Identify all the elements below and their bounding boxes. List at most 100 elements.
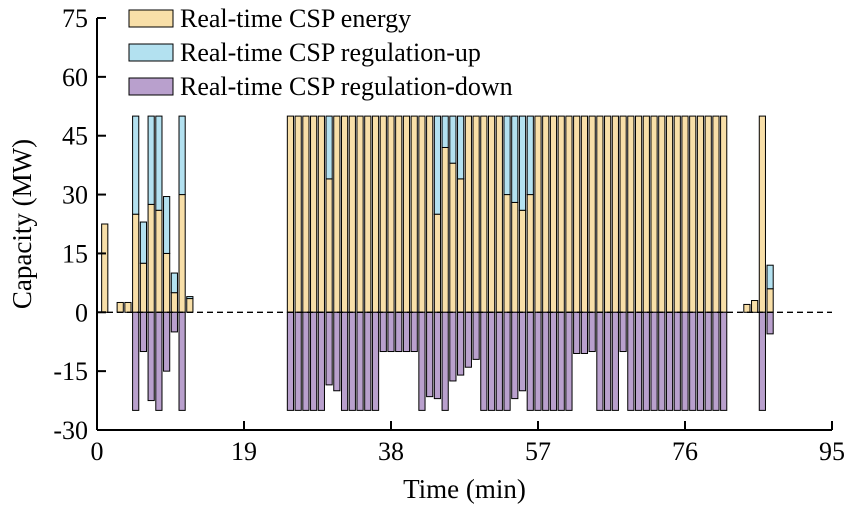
bar-regulation-down-45 bbox=[441, 311, 449, 411]
bar-energy-80 bbox=[712, 115, 720, 313]
bar-regulation-down-52 bbox=[495, 311, 503, 411]
bar-energy-30 bbox=[325, 178, 333, 313]
bar-regulation-up-46 bbox=[449, 115, 457, 164]
bar-energy-40 bbox=[402, 115, 411, 313]
bar-energy-75 bbox=[673, 115, 681, 313]
x-tick-label-95: 95 bbox=[819, 437, 845, 466]
bar-regulation-down-59 bbox=[549, 311, 558, 411]
bar-energy-26 bbox=[294, 115, 302, 313]
bar-energy-58 bbox=[542, 115, 550, 313]
bar-energy-48 bbox=[464, 115, 472, 313]
bar-energy-44 bbox=[433, 213, 442, 313]
bar-energy-69 bbox=[627, 115, 635, 313]
legend: Real-time CSP energy Real-time CSP regula… bbox=[128, 4, 513, 101]
bar-regulation-down-42 bbox=[418, 311, 426, 411]
bar-regulation-down-75 bbox=[673, 311, 681, 411]
bar-regulation-down-60 bbox=[557, 311, 565, 411]
bar-regulation-up-30 bbox=[325, 115, 333, 180]
bar-energy-85 bbox=[751, 300, 759, 313]
bar-regulation-down-39 bbox=[395, 311, 403, 353]
bar-energy-51 bbox=[487, 115, 496, 313]
bar-energy-50 bbox=[480, 115, 488, 313]
bar-energy-10 bbox=[170, 292, 178, 313]
bar-regulation-down-33 bbox=[348, 311, 356, 411]
bar-energy-29 bbox=[317, 115, 325, 313]
bar-regulation-down-80 bbox=[712, 311, 720, 411]
bar-regulation-down-6 bbox=[139, 311, 148, 353]
bar-energy-9 bbox=[163, 252, 171, 313]
bar-energy-81 bbox=[720, 115, 728, 313]
bar-energy-12 bbox=[186, 298, 194, 313]
bar-energy-39 bbox=[395, 115, 403, 313]
bar-regulation-down-10 bbox=[170, 311, 178, 333]
bar-regulation-up-87 bbox=[766, 264, 774, 290]
bar-energy-59 bbox=[549, 115, 558, 313]
bar-regulation-down-47 bbox=[457, 311, 465, 376]
bar-regulation-up-5 bbox=[132, 115, 140, 215]
bar-regulation-up-55 bbox=[518, 115, 527, 211]
bar-energy-56 bbox=[526, 194, 534, 313]
bar-energy-71 bbox=[642, 115, 650, 313]
bar-regulation-down-48 bbox=[464, 311, 472, 368]
bar-regulation-down-69 bbox=[627, 311, 635, 411]
bar-regulation-down-27 bbox=[302, 311, 310, 411]
bar-regulation-down-50 bbox=[480, 311, 488, 411]
bar-regulation-down-38 bbox=[387, 311, 395, 353]
legend-swatch-energy bbox=[128, 9, 174, 28]
legend-label-regulation-down: Real-time CSP regulation-down bbox=[180, 72, 513, 101]
bar-regulation-down-8 bbox=[155, 311, 163, 411]
bar-energy-1 bbox=[101, 223, 109, 313]
bar-regulation-up-47 bbox=[457, 115, 465, 180]
y-tick-label-15: 15 bbox=[62, 239, 88, 268]
bar-regulation-up-6 bbox=[139, 221, 148, 264]
bar-regulation-down-62 bbox=[573, 311, 581, 354]
bar-regulation-down-70 bbox=[634, 311, 643, 411]
bar-regulation-down-46 bbox=[449, 311, 457, 382]
bar-energy-11 bbox=[178, 194, 186, 313]
bar-energy-87 bbox=[766, 288, 774, 313]
y-tick-label--15: -15 bbox=[53, 357, 88, 386]
bar-regulation-down-76 bbox=[681, 311, 689, 411]
bar-energy-38 bbox=[387, 115, 395, 313]
y-tick-label-45: 45 bbox=[62, 122, 88, 151]
bar-energy-45 bbox=[441, 146, 449, 313]
bar-energy-36 bbox=[371, 115, 380, 313]
bar-regulation-down-51 bbox=[487, 311, 496, 411]
bar-regulation-down-7 bbox=[147, 311, 155, 402]
bar-regulation-down-79 bbox=[704, 311, 712, 411]
bar-energy-31 bbox=[333, 115, 341, 313]
bar-regulation-down-9 bbox=[163, 311, 171, 372]
bar-regulation-down-72 bbox=[650, 311, 658, 411]
bar-regulation-down-86 bbox=[758, 311, 766, 411]
bar-regulation-down-71 bbox=[642, 311, 650, 411]
bar-energy-86 bbox=[758, 115, 766, 313]
bar-energy-33 bbox=[348, 115, 356, 313]
bar-energy-70 bbox=[634, 115, 643, 313]
bar-regulation-down-40 bbox=[402, 311, 411, 353]
bar-regulation-up-45 bbox=[441, 115, 449, 148]
bar-energy-72 bbox=[650, 115, 658, 313]
bar-energy-28 bbox=[310, 115, 318, 313]
bar-energy-6 bbox=[139, 262, 148, 313]
bar-regulation-down-61 bbox=[565, 311, 573, 411]
bar-regulation-down-66 bbox=[604, 311, 612, 411]
bar-energy-54 bbox=[511, 201, 519, 313]
bar-regulation-down-77 bbox=[689, 311, 697, 411]
bar-regulation-down-30 bbox=[325, 311, 333, 386]
y-tick-label-60: 60 bbox=[62, 63, 88, 92]
bar-energy-4 bbox=[124, 301, 132, 313]
bar-energy-8 bbox=[155, 209, 163, 313]
y-tick-label-75: 75 bbox=[62, 4, 88, 33]
bar-energy-49 bbox=[472, 115, 480, 313]
bar-regulation-down-55 bbox=[518, 311, 527, 392]
bar-energy-60 bbox=[557, 115, 565, 313]
y-tick-label-0: 0 bbox=[75, 298, 88, 327]
bar-energy-35 bbox=[364, 115, 372, 313]
bar-regulation-up-53 bbox=[503, 115, 511, 196]
bar-energy-25 bbox=[286, 115, 295, 313]
y-tick-label--30: -30 bbox=[53, 416, 88, 445]
bar-energy-66 bbox=[604, 115, 612, 313]
bar-regulation-down-54 bbox=[511, 311, 519, 400]
bar-regulation-down-44 bbox=[433, 311, 442, 400]
